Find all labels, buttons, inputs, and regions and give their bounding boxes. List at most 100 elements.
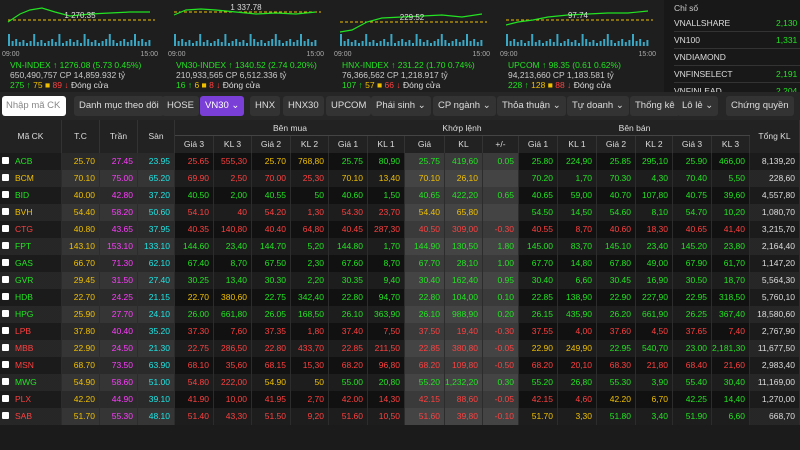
index-line [339,13,483,33]
volume-bar [506,34,508,46]
volume-bar [228,43,230,46]
board-cell: 40.60 [597,221,636,238]
volume-bar [347,39,350,46]
side-title: Chỉ số [674,3,699,13]
row-checkbox[interactable] [2,395,9,402]
board-cell: 18,70 [712,272,750,289]
stock-code[interactable]: PLX [0,391,62,408]
stock-code[interactable]: BID [0,187,62,204]
stock-code[interactable]: HDB [0,289,62,306]
board-cell: 51.70 [519,408,558,425]
board-cell: 380,80 [445,340,483,357]
stock-code[interactable]: SAB [0,408,62,425]
row-checkbox[interactable] [2,344,9,351]
row-checkbox[interactable] [2,242,9,249]
board-cell: 70.30 [597,170,636,187]
board-cell: 11,169,00 [750,374,800,391]
row-checkbox[interactable] [2,259,9,266]
market-tab[interactable]: Chứng quyền [726,96,794,116]
row-checkbox[interactable] [2,276,9,283]
board-cell: 65.20 [138,170,175,187]
market-tab[interactable]: HNX [250,96,281,116]
row-checkbox[interactable] [2,225,9,232]
stock-code[interactable]: HPG [0,306,62,323]
board-cell: 42.25 [673,391,712,408]
search-input[interactable]: Nhập mã CK [2,96,66,116]
market-tab[interactable]: CP ngành ⌄ [433,96,496,116]
board-cell: 40 [214,204,252,221]
board-cell: 8,70 [214,255,252,272]
market-tab[interactable]: Phái sinh ⌄ [371,96,431,116]
row-checkbox[interactable] [2,174,9,181]
row-checkbox[interactable] [2,208,9,215]
board-cell: 88,60 [445,391,483,408]
breadth-down: 66 ↓ [384,80,401,90]
market-tab[interactable]: HNX30 [283,96,324,116]
board-cell: 25.90 [62,306,100,323]
volume-bar [116,43,118,46]
stock-code[interactable]: LPB [0,323,62,340]
row-checkbox[interactable] [2,327,9,334]
board-cell: 25.70 [62,153,100,170]
stock-code[interactable]: ACB [0,153,62,170]
market-tab[interactable]: Lô lẻ ⌄ [677,96,719,116]
row-checkbox[interactable] [2,157,9,164]
market-tab[interactable]: Thống kê [630,96,680,116]
board-cell: 2,70 [291,391,329,408]
volume-bar [274,34,277,46]
stock-code[interactable]: CTG [0,221,62,238]
board-cell: 42.80 [100,187,138,204]
row-checkbox[interactable] [2,293,9,300]
board-cell: 0.05 [483,153,519,170]
market-tab[interactable]: Thỏa thuận ⌄ [497,96,566,116]
stock-code[interactable]: BCM [0,170,62,187]
volume-bar [567,39,570,46]
board-cell: 37.50 [405,323,445,340]
stock-code[interactable]: MBB [0,340,62,357]
market-tab[interactable]: UPCOM [326,96,372,116]
row-checkbox[interactable] [2,378,9,385]
breadth-ref: 57 ■ [365,80,383,90]
volume-bar [376,43,378,46]
stock-code[interactable]: GAS [0,255,62,272]
stock-code[interactable]: FPT [0,238,62,255]
market-tab[interactable]: VN30 ⌄ [200,96,245,116]
volume-bar [69,39,72,46]
volume-bar [137,41,140,46]
row-checkbox[interactable] [2,310,9,317]
market-tab[interactable]: HOSE [162,96,199,116]
index-breadth: 107 ↑ 57 ■ 66 ↓ Đóng cửa [342,80,440,90]
row-checkbox[interactable] [2,361,9,368]
volume-bar [419,39,422,46]
market-tab[interactable]: Tự doanh ⌄ [567,96,629,116]
chart-bg [498,0,658,58]
stock-code[interactable]: GVR [0,272,62,289]
side-value: 2,204 [776,86,798,96]
board-cell: 30.45 [597,272,636,289]
board-cell: 18,580,60 [750,306,800,323]
volume-bar [588,42,591,46]
board-cell: 768,80 [291,153,329,170]
volume-bar [440,34,443,46]
board-cell: 144.80 [329,238,368,255]
board-cell: 51.80 [597,408,636,425]
volume-bar [22,40,25,46]
stock-code[interactable]: MSN [0,357,62,374]
row-checkbox[interactable] [2,412,9,419]
market-tab[interactable]: Danh mục theo dõi [74,96,164,116]
index-breadth: 16 ↑ 6 ■ 8 ↓ Đóng cửa [176,80,260,90]
volume-bar [256,42,259,46]
board-cell: 40.50 [175,187,214,204]
side-row: VN100 1,331 [674,31,800,49]
volume-bar [386,42,389,46]
stock-code[interactable]: BVH [0,204,62,221]
board-cell: 1.80 [483,238,519,255]
row-checkbox[interactable] [2,191,9,198]
side-name: VNFINSELECT [674,69,733,79]
board-cell: 51.40 [175,408,214,425]
index-headline: VN30-INDEX ↑ 1340.52 (2.74 0.20%) [176,60,317,70]
volume-bar [458,42,461,46]
volume-bar [249,34,252,46]
stock-code[interactable]: MWG [0,374,62,391]
volume-bar [621,39,624,46]
